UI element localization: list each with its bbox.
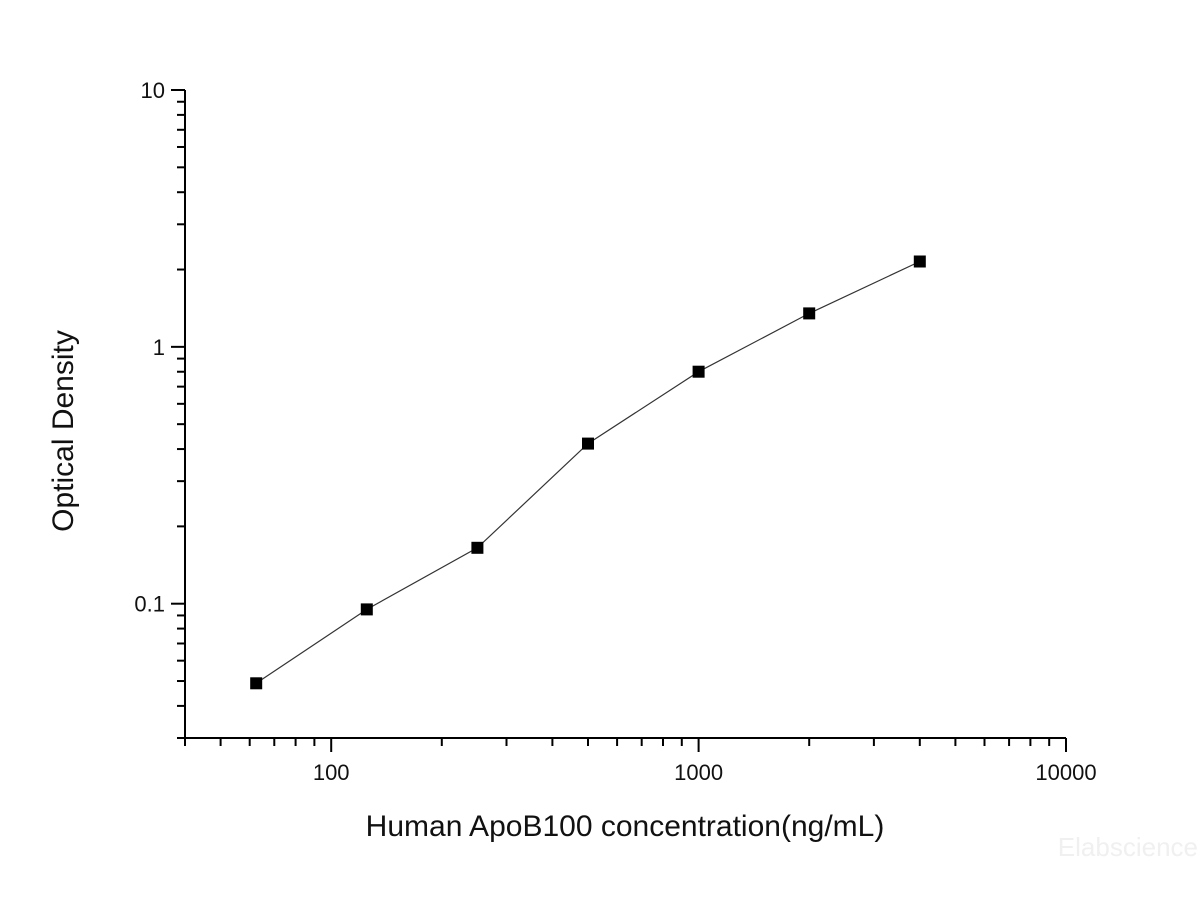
y-tick-label: 0.1 (134, 592, 165, 617)
axes: 100 1000 10000 0.1 1 10 (134, 78, 1096, 785)
y-axis-title: Optical Density (47, 330, 80, 532)
x-tick-label: 1000 (674, 760, 723, 785)
data-point (360, 603, 373, 616)
x-axis-title: Human ApoB100 concentration(ng/mL) (366, 810, 885, 843)
data-point (913, 255, 926, 268)
data-point (803, 307, 816, 320)
x-tick-label: 100 (313, 760, 350, 785)
data-point (250, 677, 263, 690)
data-point (692, 365, 705, 378)
data-point (582, 437, 594, 450)
y-tick-label: 10 (141, 78, 165, 103)
x-tick-label: 10000 (1035, 760, 1096, 785)
y-tick-label: 1 (153, 335, 165, 360)
series-layer (250, 255, 926, 690)
data-point (471, 541, 484, 554)
watermark: Elabscience (1058, 832, 1198, 862)
